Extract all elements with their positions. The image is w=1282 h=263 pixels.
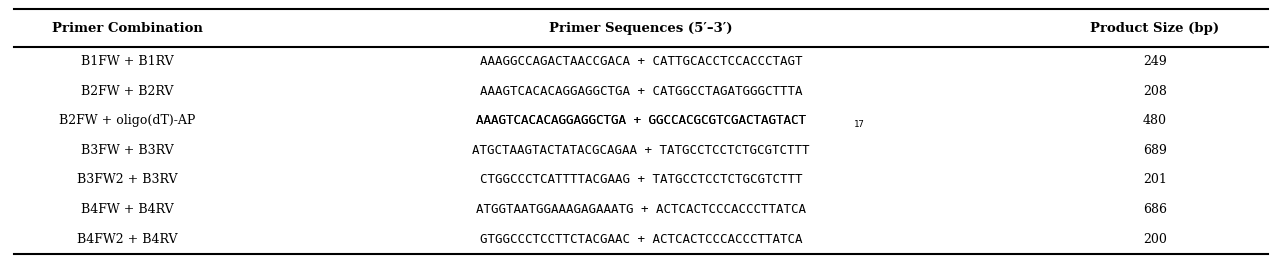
Text: AAAGTCACACAGGAGGCTGA + GGCCACGCGTCGACTAGTACT: AAAGTCACACAGGAGGCTGA + GGCCACGCGTCGACTAG… [476, 114, 806, 128]
Text: 249: 249 [1144, 55, 1167, 68]
Text: B4FW + B4RV: B4FW + B4RV [81, 203, 173, 216]
Text: 17: 17 [854, 120, 864, 129]
Text: ATGCTAAGTACTATACGCAGAA + TATGCCTCCTCTGCGTCTTT: ATGCTAAGTACTATACGCAGAA + TATGCCTCCTCTGCG… [472, 144, 810, 157]
Text: B2FW + oligo(dT)-AP: B2FW + oligo(dT)-AP [59, 114, 195, 128]
Text: 689: 689 [1144, 144, 1167, 157]
Text: B2FW + B2RV: B2FW + B2RV [81, 85, 173, 98]
Text: 480: 480 [1144, 114, 1167, 128]
Text: CTGGCCCTCATTTTACGAAG + TATGCCTCCTCTGCGTCTTT: CTGGCCCTCATTTTACGAAG + TATGCCTCCTCTGCGTC… [479, 174, 803, 186]
Text: 200: 200 [1144, 232, 1167, 246]
Text: 201: 201 [1144, 174, 1167, 186]
Text: ATGGTAATGGAAAGAGAAATG + ACTCACTCCCACCCTTATCA: ATGGTAATGGAAAGAGAAATG + ACTCACTCCCACCCTT… [476, 203, 806, 216]
Text: 208: 208 [1144, 85, 1167, 98]
Text: Product Size (bp): Product Size (bp) [1091, 22, 1219, 35]
Text: AAAGTCACACAGGAGGCTGA + GGCCACGCGTCGACTAGTACT17: AAAGTCACACAGGAGGCTGA + GGCCACGCGTCGACTAG… [468, 114, 814, 128]
Text: B3FW2 + B3RV: B3FW2 + B3RV [77, 174, 177, 186]
Text: Primer Combination: Primer Combination [51, 22, 203, 35]
Text: AAAGTCACACAGGAGGCTGA + GGCCACGCGTCGACTAGTACT: AAAGTCACACAGGAGGCTGA + GGCCACGCGTCGACTAG… [476, 114, 806, 128]
Text: B1FW + B1RV: B1FW + B1RV [81, 55, 173, 68]
Text: Primer Sequences (5′–3′): Primer Sequences (5′–3′) [549, 22, 733, 35]
Text: 686: 686 [1144, 203, 1167, 216]
Text: AAAGGCCAGACTAACCGACA + CATTGCACCTCCACCCTAGT: AAAGGCCAGACTAACCGACA + CATTGCACCTCCACCCT… [479, 55, 803, 68]
Text: GTGGCCCTCCTTCTACGAAC + ACTCACTCCCACCCTTATCA: GTGGCCCTCCTTCTACGAAC + ACTCACTCCCACCCTTA… [479, 232, 803, 246]
Text: AAAGTCACACAGGAGGCTGA + GGCCACGCGTCGACTAGTACT: AAAGTCACACAGGAGGCTGA + GGCCACGCGTCGACTAG… [476, 114, 806, 128]
Text: AAAGTCACACAGGAGGCTGA + CATGGCCTAGATGGGCTTTA: AAAGTCACACAGGAGGCTGA + CATGGCCTAGATGGGCT… [479, 85, 803, 98]
Text: B3FW + B3RV: B3FW + B3RV [81, 144, 173, 157]
Text: B4FW2 + B4RV: B4FW2 + B4RV [77, 232, 177, 246]
